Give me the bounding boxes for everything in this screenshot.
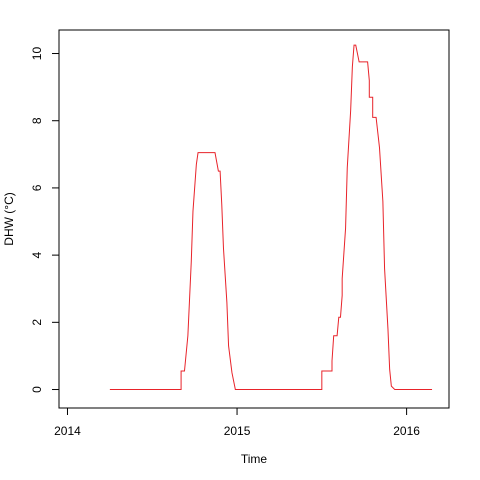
y-axis-title: DHW (°C) (2, 192, 16, 245)
y-tick-label: 6 (30, 184, 44, 191)
x-axis: 2014 2015 2016 (54, 408, 420, 438)
x-axis-title: Time (241, 452, 268, 466)
plot-frame (58, 29, 450, 409)
y-tick-label: 0 (30, 386, 44, 393)
y-tick-label: 4 (30, 251, 44, 258)
y-tick-label: 8 (30, 117, 44, 124)
x-tick-label: 2015 (224, 424, 251, 438)
x-tick-label: 2014 (54, 424, 81, 438)
y-tick-label: 2 (30, 319, 44, 326)
y-axis: 0 2 4 6 8 10 (30, 47, 59, 393)
y-tick-label: 10 (30, 47, 44, 61)
series-layer (109, 44, 433, 391)
x-tick-label: 2016 (393, 424, 420, 438)
series-line (109, 44, 433, 391)
